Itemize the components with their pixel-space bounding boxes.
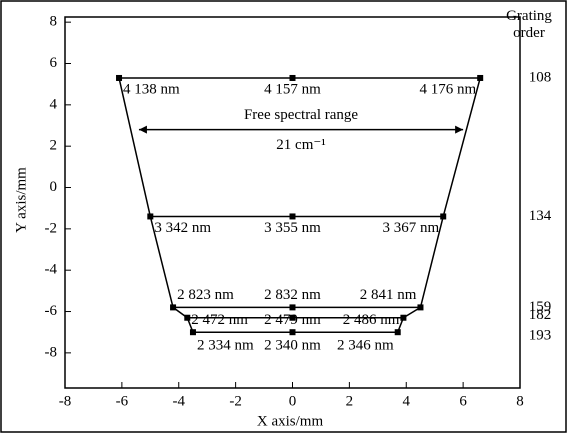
x-tick-label: -8 [59, 393, 72, 409]
point [116, 75, 122, 81]
point [400, 315, 406, 321]
point-label: 2 486 nm [343, 312, 400, 328]
point-label: 2 832 nm [264, 287, 321, 303]
point-label: 2 340 nm [264, 338, 321, 354]
point [417, 304, 423, 310]
x-tick-label: 2 [346, 393, 354, 409]
y-tick-label: -6 [45, 303, 58, 319]
y-axis-label: Y axis/mm [13, 167, 29, 233]
point [290, 304, 296, 310]
y-tick-label: 0 [50, 179, 58, 195]
y-tick-label: 6 [50, 55, 58, 71]
x-tick-label: -2 [229, 393, 242, 409]
point-label: 4 138 nm [123, 81, 180, 97]
page: X axis/mm Y axis/mm -8 -6 -4 -2 0 2 4 6 8 -8 -6 -4 -… [0, 0, 567, 433]
chart: X axis/mm Y axis/mm -8 -6 -4 -2 0 2 4 6 8 -8 -6 -4 -… [0, 0, 567, 433]
point-label: 2 823 nm [177, 287, 234, 303]
point [147, 213, 153, 219]
y-tick-label: 4 [50, 96, 58, 112]
order-label: 182 [529, 307, 552, 323]
point [190, 329, 196, 335]
point-label: 3 367 nm [383, 220, 440, 236]
x-tick-label: 8 [516, 393, 524, 409]
y-tick-label: 8 [50, 14, 58, 30]
x-axis-label: X axis/mm [257, 413, 324, 429]
point [290, 213, 296, 219]
y-tick-label: -4 [45, 262, 58, 278]
y-tick-label: -8 [45, 344, 58, 360]
annotation-value: 21 cm⁻¹ [276, 137, 326, 153]
annotation: Free spectral range [244, 107, 358, 123]
point-label: 2 334 nm [197, 338, 254, 354]
x-tick-label: -4 [173, 393, 186, 409]
point-label: 4 176 nm [420, 81, 477, 97]
point-label: 2 479 nm [264, 312, 321, 328]
point [290, 329, 296, 335]
point-label: 3 342 nm [154, 220, 211, 236]
point [395, 329, 401, 335]
order-header: Grating order [494, 8, 564, 42]
y-tick-label: -2 [45, 220, 58, 236]
x-tick-label: -6 [116, 393, 129, 409]
order-label: 193 [529, 328, 552, 344]
x-tick-label: 0 [289, 393, 297, 409]
y-tick-label: 2 [50, 138, 58, 154]
point-label: 4 157 nm [264, 81, 321, 97]
point [170, 304, 176, 310]
point [477, 75, 483, 81]
point-label: 3 355 nm [264, 220, 321, 236]
point [440, 213, 446, 219]
x-tick-label: 6 [459, 393, 467, 409]
point-label: 2 472 nm [191, 312, 248, 328]
x-tick-label: 4 [403, 393, 411, 409]
point [184, 315, 190, 321]
order-label: 134 [529, 208, 552, 224]
point-label: 2 346 nm [337, 338, 394, 354]
point-label: 2 841 nm [360, 287, 417, 303]
order-label: 108 [529, 69, 552, 85]
point [290, 75, 296, 81]
